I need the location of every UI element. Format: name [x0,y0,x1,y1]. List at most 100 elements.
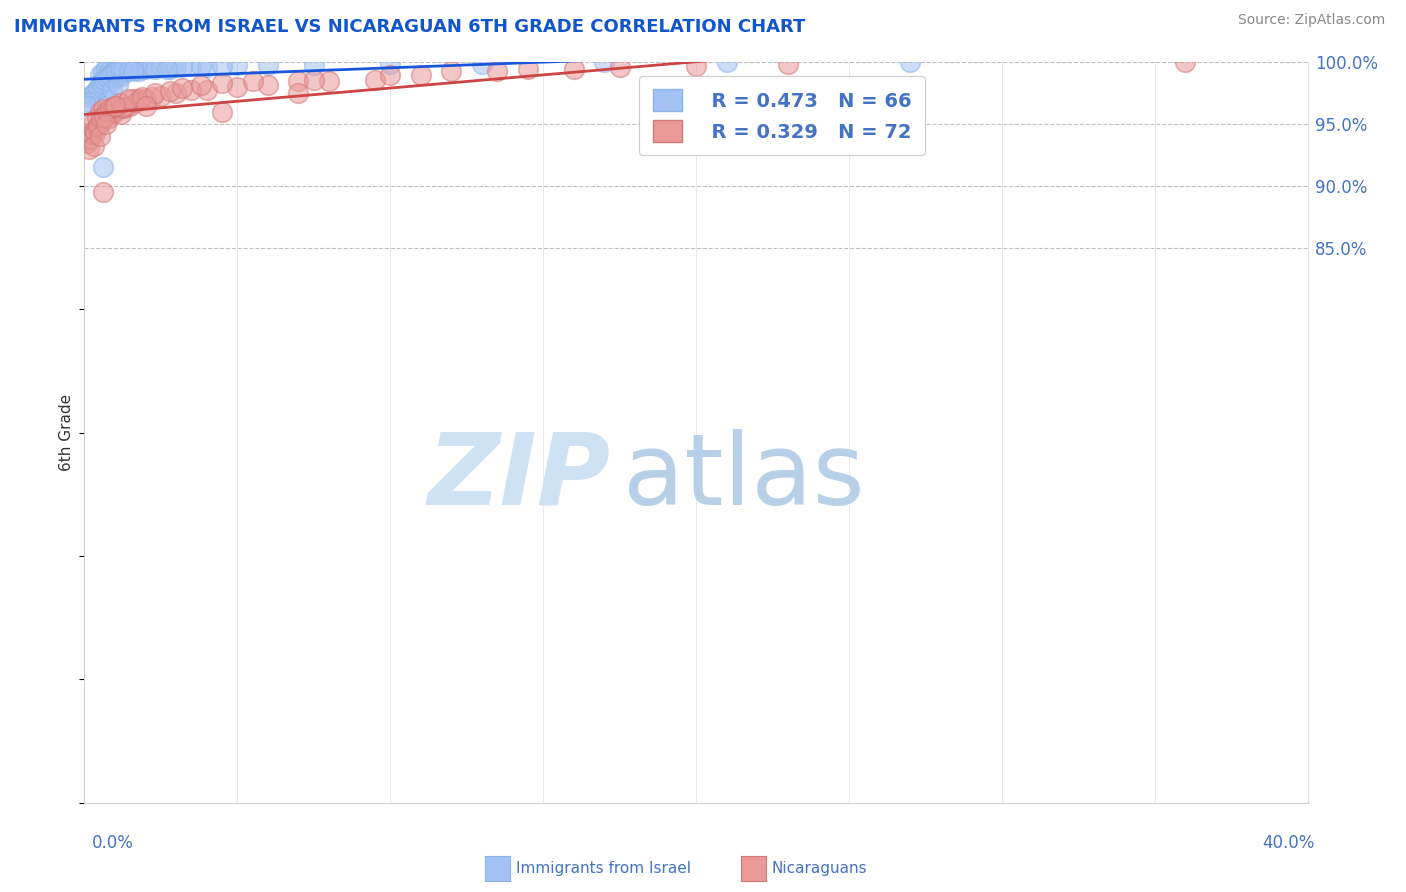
Point [83,123,105,137]
Point [143,87,166,101]
Point [562,62,585,76]
Point [159,84,181,98]
Point [115,62,138,77]
Point [118,93,141,107]
Point [302,58,325,72]
Point [91,74,114,88]
Point [101,106,124,120]
Point [120,98,142,112]
Point [143,62,166,76]
Point [104,98,127,112]
Point [83,139,105,153]
Point [287,87,309,101]
Point [104,104,127,119]
Point [440,64,463,78]
Point [86,111,108,125]
Point [111,100,134,114]
Point [125,95,148,109]
Text: 40.0%: 40.0% [1263,834,1315,852]
Point [257,78,280,92]
Point [195,82,218,96]
Text: atlas: atlas [623,428,865,525]
Text: Source: ZipAtlas.com: Source: ZipAtlas.com [1237,13,1385,28]
Point [380,68,402,82]
Point [80,127,103,141]
Point [83,114,105,128]
Point [94,107,117,121]
Point [364,72,387,87]
Point [84,126,107,140]
Point [211,59,233,73]
Point [141,61,163,75]
Point [103,100,125,114]
Point [149,88,172,103]
Point [94,62,117,76]
Point [110,62,132,76]
Point [135,98,157,112]
Point [76,136,98,150]
Point [104,62,127,77]
Point [122,64,145,78]
Point [101,66,124,80]
Point [115,98,138,112]
Point [105,98,128,112]
Point [83,87,105,101]
Point [165,61,187,75]
Point [593,55,616,70]
Point [112,59,135,73]
Point [107,103,129,117]
Point [211,77,233,91]
Point [97,70,120,85]
Point [380,56,402,70]
Point [86,82,108,96]
Point [97,64,120,78]
Point [91,113,114,128]
Point [159,62,181,76]
Point [287,74,309,88]
Point [180,59,202,73]
Point [776,56,799,70]
Point [79,132,101,146]
Point [94,117,117,131]
Point [76,98,98,112]
Point [98,101,121,115]
Point [112,101,135,115]
Point [516,62,538,76]
Point [89,68,111,82]
Point [471,56,494,70]
Point [898,55,921,70]
Point [105,64,128,78]
Point [172,61,194,75]
Point [89,104,111,119]
Point [96,103,118,118]
Point [190,59,212,73]
Point [108,96,131,111]
Text: ZIP: ZIP [427,428,610,525]
Point [91,161,114,175]
Point [190,78,212,92]
Point [89,78,111,92]
Point [141,90,163,104]
Point [77,95,100,109]
Point [110,69,132,83]
Point [1174,55,1197,70]
Point [91,103,114,117]
Point [125,61,148,75]
Point [87,119,110,133]
Point [131,90,153,104]
Point [122,93,145,107]
Point [93,110,115,124]
Point [91,185,114,199]
Text: Nicaraguans: Nicaraguans [772,862,868,876]
Point [80,87,103,102]
Point [120,62,142,76]
Point [91,65,114,79]
Point [135,93,157,107]
Point [486,64,509,78]
Point [79,90,101,104]
Point [318,74,340,88]
Point [107,78,129,92]
Text: IMMIGRANTS FROM ISRAEL VS NICARAGUAN 6TH GRADE CORRELATION CHART: IMMIGRANTS FROM ISRAEL VS NICARAGUAN 6TH… [14,18,806,36]
Point [90,111,112,125]
Point [211,104,233,119]
